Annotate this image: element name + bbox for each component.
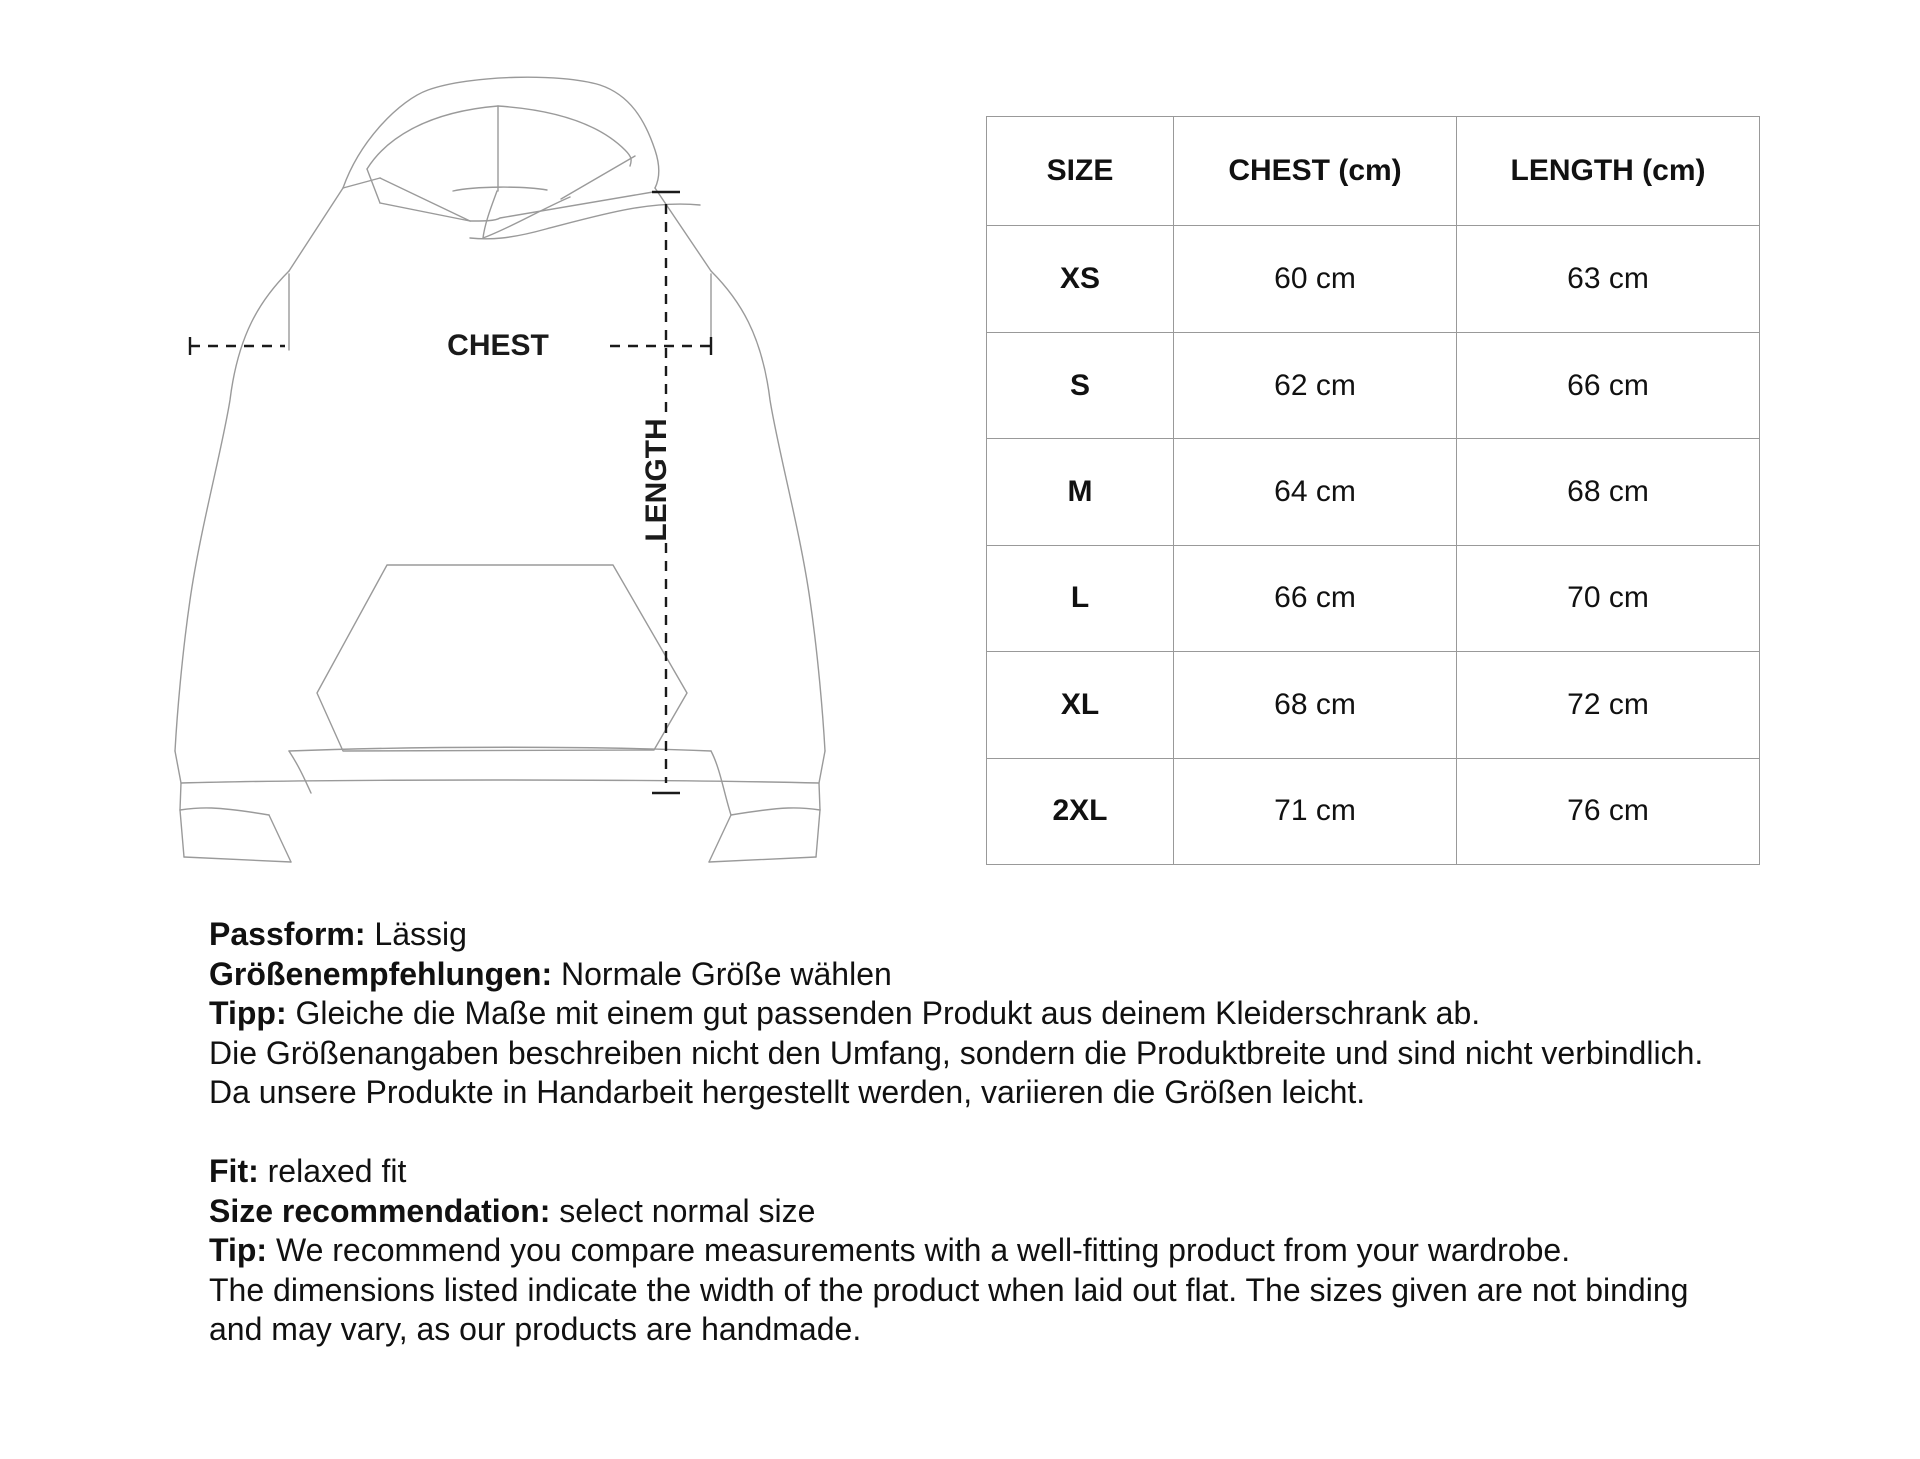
- svg-text:CHEST: CHEST: [447, 329, 549, 362]
- svg-text:LENGTH: LENGTH: [640, 418, 673, 541]
